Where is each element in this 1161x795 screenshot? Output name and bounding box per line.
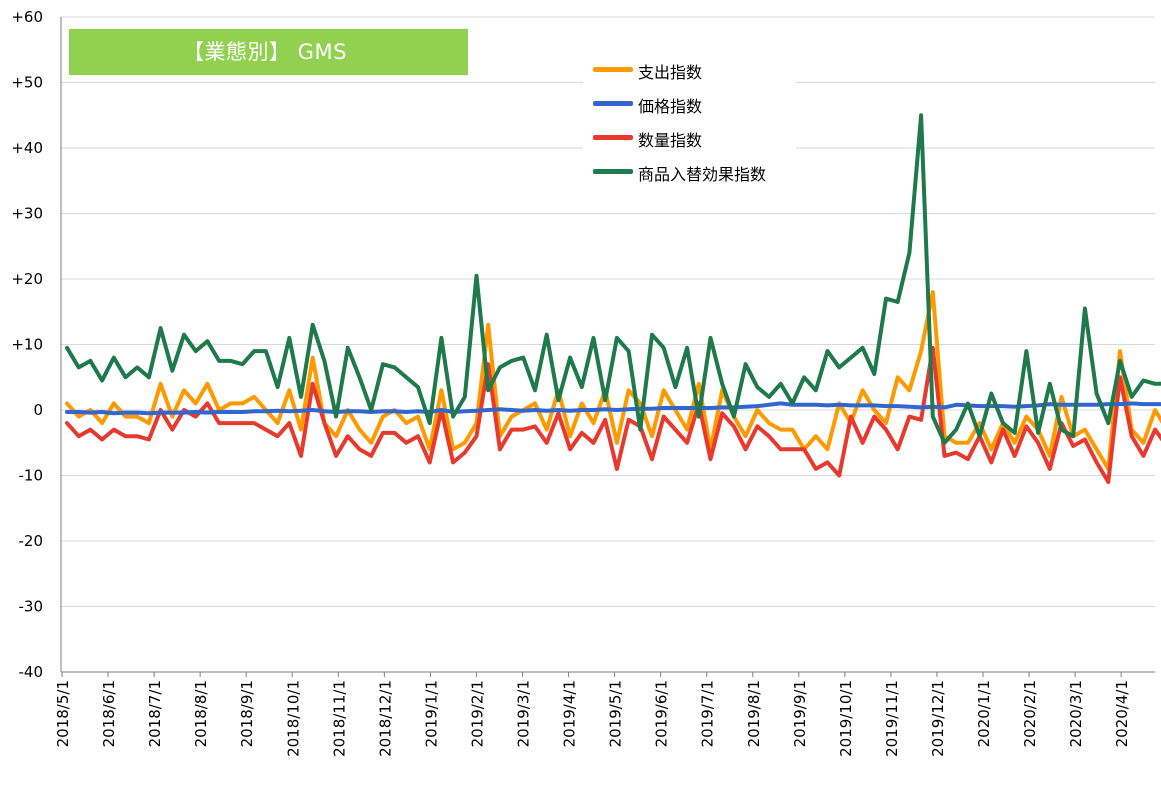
series-line-3	[65, 113, 1161, 445]
x-tick-label: 2020/2/1	[1021, 680, 1039, 747]
x-tick-label: 2019/5/1	[607, 680, 625, 747]
y-tick-label: -30	[19, 598, 44, 616]
x-tick-label: 2019/4/1	[561, 680, 579, 747]
series-lines	[65, 113, 1161, 484]
y-tick-label: +40	[11, 139, 43, 157]
x-tick-label: 2018/8/1	[192, 680, 210, 747]
x-tick-label: 2019/1/1	[422, 680, 440, 747]
y-tick-label: -20	[19, 532, 44, 550]
x-tick-label: 2018/5/1	[54, 680, 72, 747]
x-tick-label: 2019/11/1	[883, 680, 901, 757]
x-tick-label: 2018/12/1	[376, 680, 394, 757]
y-tick-label: +60	[11, 8, 43, 26]
x-tick-label: 2019/6/1	[653, 680, 671, 747]
y-tick-label: +20	[11, 270, 43, 288]
x-tick-label: 2019/10/1	[837, 680, 855, 757]
legend-swatch	[593, 135, 633, 140]
series-line-2	[65, 345, 1161, 484]
legend-label: 商品入替効果指数	[638, 165, 767, 184]
legend-swatch	[593, 101, 633, 106]
y-axis-ticks: +60 +50 +40 +30 +20 +10 0 -10 -20 -30 -40	[11, 8, 43, 681]
legend-swatch	[593, 67, 633, 72]
x-tick-label: 2018/7/1	[146, 680, 164, 747]
legend-item-price: 価格指数	[583, 89, 796, 119]
legend-item-expenditure: 支出指数	[583, 55, 796, 85]
series-line-0	[65, 290, 1161, 471]
legend: 支出指数 価格指数 数量指数 商品入替効果指数	[583, 50, 796, 190]
series-line-1	[65, 401, 1161, 416]
y-tick-label: -40	[19, 663, 44, 681]
y-tick-label: +10	[11, 336, 43, 354]
x-axis-ticks: 2018/5/1 2018/6/1 2018/7/1 2018/8/1 2018/9/1…	[54, 672, 1131, 757]
y-tick-label: +50	[11, 74, 43, 92]
y-tick-label: +30	[11, 205, 43, 223]
x-tick-label: 2020/4/1	[1113, 680, 1131, 747]
legend-item-replacement: 商品入替効果指数	[583, 157, 796, 187]
legend-label: 支出指数	[638, 63, 703, 82]
x-tick-label: 2018/6/1	[100, 680, 118, 747]
x-tick-label: 2018/11/1	[330, 680, 348, 757]
x-tick-label: 2019/12/1	[929, 680, 947, 757]
x-tick-label: 2020/1/1	[975, 680, 993, 747]
x-tick-label: 2020/3/1	[1067, 680, 1085, 747]
x-tick-label: 2018/9/1	[238, 680, 256, 747]
legend-swatch	[593, 169, 633, 174]
y-tick-label: -10	[19, 467, 44, 485]
x-tick-label: 2019/2/1	[468, 680, 486, 747]
x-tick-label: 2019/8/1	[745, 680, 763, 747]
x-tick-label: 2019/7/1	[699, 680, 717, 747]
x-tick-label: 2019/3/1	[515, 680, 533, 747]
legend-item-quantity: 数量指数	[583, 123, 796, 153]
chart-title: 【業態別】 GMS	[69, 29, 468, 75]
legend-label: 数量指数	[638, 131, 703, 150]
x-tick-label: 2019/9/1	[791, 680, 809, 747]
x-tick-label: 2018/10/1	[284, 680, 302, 757]
legend-label: 価格指数	[638, 97, 703, 116]
y-tick-label: 0	[33, 401, 43, 419]
